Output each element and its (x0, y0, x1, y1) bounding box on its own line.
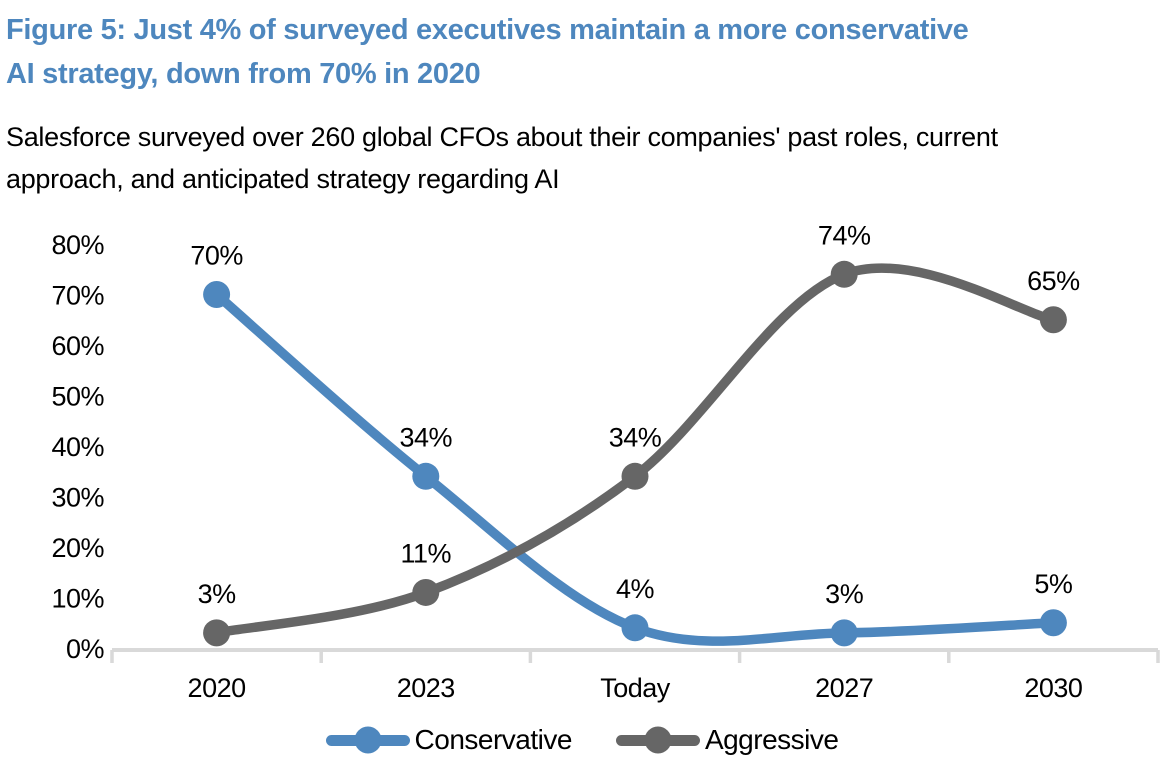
y-axis-tick-label: 10% (51, 584, 104, 614)
figure-subtitle: Salesforce surveyed over 260 global CFOs… (6, 122, 998, 194)
conservative-line-marker-icon (325, 726, 410, 754)
line-chart-canvas: 0% 10% 20% 30% 40% 50% 60% 70% 80% 2020 2023 Today 2… (51, 220, 1160, 703)
y-axis-tick-label: 70% (51, 281, 104, 311)
x-axis-label: 2027 (815, 673, 873, 703)
data-point-conservative (203, 281, 231, 308)
data-label-conservative: 70% (190, 241, 243, 271)
data-point-aggressive (621, 462, 649, 490)
legend-item-conservative: Conservative (325, 724, 573, 756)
data-label-aggressive: 65% (1027, 266, 1080, 296)
data-label-aggressive: 3% (198, 579, 237, 609)
figure-title: Figure 5: Just 4% of surveyed executives… (6, 14, 969, 90)
data-label-aggressive: 34% (609, 422, 662, 452)
data-point-aggressive (1039, 306, 1067, 334)
x-axis-label: 2020 (188, 673, 246, 703)
x-axis-label: 2023 (397, 673, 455, 703)
conservative-dot-icon (354, 726, 382, 754)
y-axis-tick-label: 30% (51, 483, 104, 513)
data-label-aggressive: 74% (818, 220, 871, 250)
y-axis-tick-label: 20% (51, 533, 104, 563)
data-point-conservative (621, 614, 649, 642)
data-label-conservative: 34% (400, 422, 453, 452)
data-point-aggressive (830, 260, 858, 288)
aggressive-dot-icon (644, 726, 672, 754)
data-point-aggressive (203, 619, 231, 647)
data-label-conservative: 4% (616, 574, 655, 604)
data-point-conservative (830, 619, 858, 647)
data-label-conservative: 3% (825, 579, 864, 609)
data-point-conservative (412, 462, 440, 490)
aggressive-line-marker-icon (615, 726, 700, 754)
data-label-aggressive: 11% (401, 538, 452, 568)
data-point-conservative (1039, 609, 1067, 637)
x-axis-label: Today (600, 673, 671, 703)
y-axis-tick-label: 60% (51, 331, 104, 361)
y-axis-tick-label: 40% (51, 432, 104, 462)
chart-legend: Conservative Aggressive (0, 724, 1164, 756)
legend-label-conservative: Conservative (414, 724, 573, 755)
data-point-aggressive (412, 578, 440, 606)
y-axis-tick-label: 50% (51, 382, 104, 412)
x-axis-label: 2030 (1024, 673, 1082, 703)
y-axis-tick-label: 80% (51, 230, 104, 260)
data-label-conservative: 5% (1034, 569, 1073, 599)
legend-label-aggressive: Aggressive (704, 724, 839, 755)
legend-item-aggressive: Aggressive (615, 724, 839, 756)
y-axis-tick-label: 0% (66, 634, 105, 664)
